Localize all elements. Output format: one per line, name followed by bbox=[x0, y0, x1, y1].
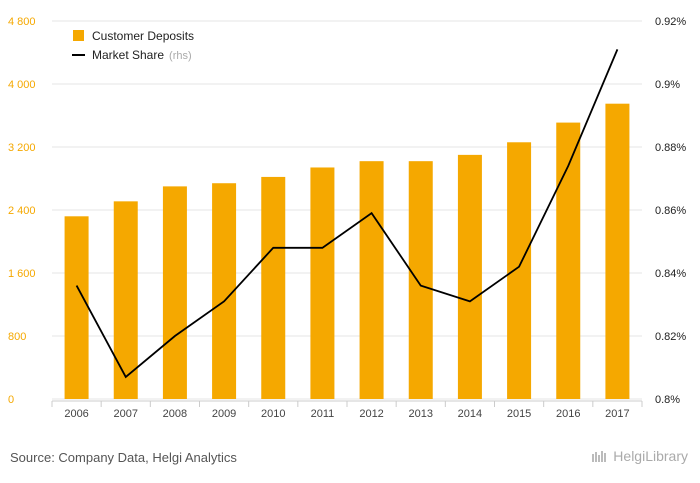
left-tick-label: 2 400 bbox=[8, 205, 36, 217]
market-share-line bbox=[75, 49, 619, 379]
bars bbox=[64, 103, 630, 400]
right-tick-label: 0.82% bbox=[655, 331, 686, 343]
x-tick-label-2009: 2009 bbox=[212, 408, 236, 420]
legend-label-deposits: Customer Deposits bbox=[92, 29, 194, 43]
left-tick-label: 1 600 bbox=[8, 268, 36, 280]
x-tick-label-2015: 2015 bbox=[507, 408, 531, 420]
left-tick-label: 4 000 bbox=[8, 79, 36, 91]
left-tick-label: 0 bbox=[8, 394, 14, 406]
bar-deposits-2012 bbox=[359, 161, 384, 399]
bar-deposits-2009 bbox=[212, 183, 237, 399]
logo-text: HelgiLibrary bbox=[613, 448, 688, 464]
bar-deposits-2010 bbox=[261, 176, 286, 399]
right-tick-label: 0.9% bbox=[655, 79, 680, 91]
x-axis: 2006 2007 2008 2009 2010 2011 2012 2013 2014 2015… bbox=[51, 400, 643, 420]
gridlines bbox=[52, 20, 642, 400]
x-tick-label-2006: 2006 bbox=[64, 408, 88, 420]
bar-deposits-2007 bbox=[113, 201, 138, 399]
bar-deposits-2015 bbox=[507, 142, 532, 399]
legend-label-market-share: Market Share (rhs) bbox=[92, 48, 192, 62]
bar-deposits-2008 bbox=[162, 186, 187, 399]
x-tick-label-2013: 2013 bbox=[409, 408, 433, 420]
x-tick-label-2007: 2007 bbox=[114, 408, 138, 420]
left-tick-label: 4 800 bbox=[8, 16, 36, 28]
x-tick-label-2016: 2016 bbox=[556, 408, 580, 420]
bar-deposits-2006 bbox=[64, 216, 89, 399]
bar-deposits-2013 bbox=[408, 161, 433, 399]
x-tick-label-2014: 2014 bbox=[458, 408, 482, 420]
right-tick-label: 0.88% bbox=[655, 142, 686, 154]
library-icon bbox=[592, 451, 607, 462]
right-tick-label: 0.8% bbox=[655, 394, 680, 406]
left-tick-label: 800 bbox=[8, 331, 26, 343]
bar-deposits-2016 bbox=[556, 122, 581, 400]
bar-deposits-2017 bbox=[605, 103, 630, 399]
helgi-library-logo: HelgiLibrary bbox=[591, 448, 688, 464]
x-tick-label-2012: 2012 bbox=[359, 408, 383, 420]
legend: Customer Deposits Market Share (rhs) bbox=[72, 29, 194, 62]
right-tick-label: 0.86% bbox=[655, 205, 686, 217]
bar-deposits-2014 bbox=[457, 154, 482, 399]
market-share-polyline bbox=[75, 49, 619, 379]
source-note: Source: Company Data, Helgi Analytics bbox=[10, 450, 237, 465]
x-tick-label-2011: 2011 bbox=[311, 408, 335, 420]
x-tick-label-2008: 2008 bbox=[163, 408, 187, 420]
x-tick-label-2017: 2017 bbox=[605, 408, 629, 420]
left-axis-ticks: 0 800 1 600 2 400 3 200 4 000 4 800 bbox=[8, 16, 36, 406]
bar-deposits-2011 bbox=[310, 167, 335, 399]
legend-swatch-deposits bbox=[73, 30, 84, 41]
right-tick-label: 0.84% bbox=[655, 268, 686, 280]
right-axis-ticks: 0.8% 0.82% 0.84% 0.86% 0.88% 0.9% 0.92% bbox=[655, 16, 686, 406]
left-tick-label: 3 200 bbox=[8, 142, 36, 154]
x-tick-label-2010: 2010 bbox=[261, 408, 285, 420]
right-tick-label: 0.92% bbox=[655, 16, 686, 28]
